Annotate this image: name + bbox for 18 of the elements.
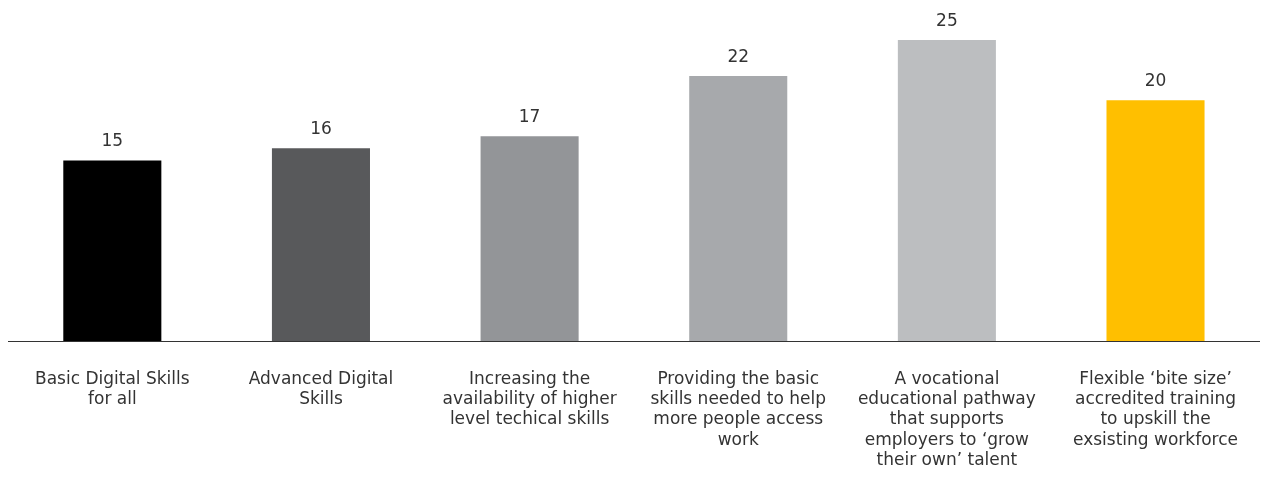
bar	[897, 40, 996, 341]
x-tick-label: Increasing the availability of higher level techical skills	[442, 367, 617, 429]
x-tick-label: Providing the basic skills needed to help more people access work	[650, 367, 826, 449]
data-label: 22	[727, 46, 750, 67]
data-label: 16	[310, 118, 332, 139]
bar	[63, 160, 162, 341]
data-label: 20	[1144, 70, 1167, 91]
bar	[1106, 100, 1205, 341]
bar	[480, 136, 579, 341]
data-label: 25	[936, 9, 958, 30]
data-label: 17	[518, 106, 541, 127]
x-tick-label: Flexible ‘bite size’ accredited training to upskill the exsisting workforce	[1073, 367, 1238, 449]
x-tick-label: Basic Digital Skills for all	[35, 367, 190, 409]
bar	[689, 76, 788, 341]
data-label: 15	[101, 130, 124, 151]
bar	[271, 148, 370, 341]
x-tick-label: Advanced Digital Skills	[248, 367, 394, 409]
x-tick-label: A vocational educational pathway that supports employers to ‘grow their own’ talent	[857, 367, 1036, 470]
